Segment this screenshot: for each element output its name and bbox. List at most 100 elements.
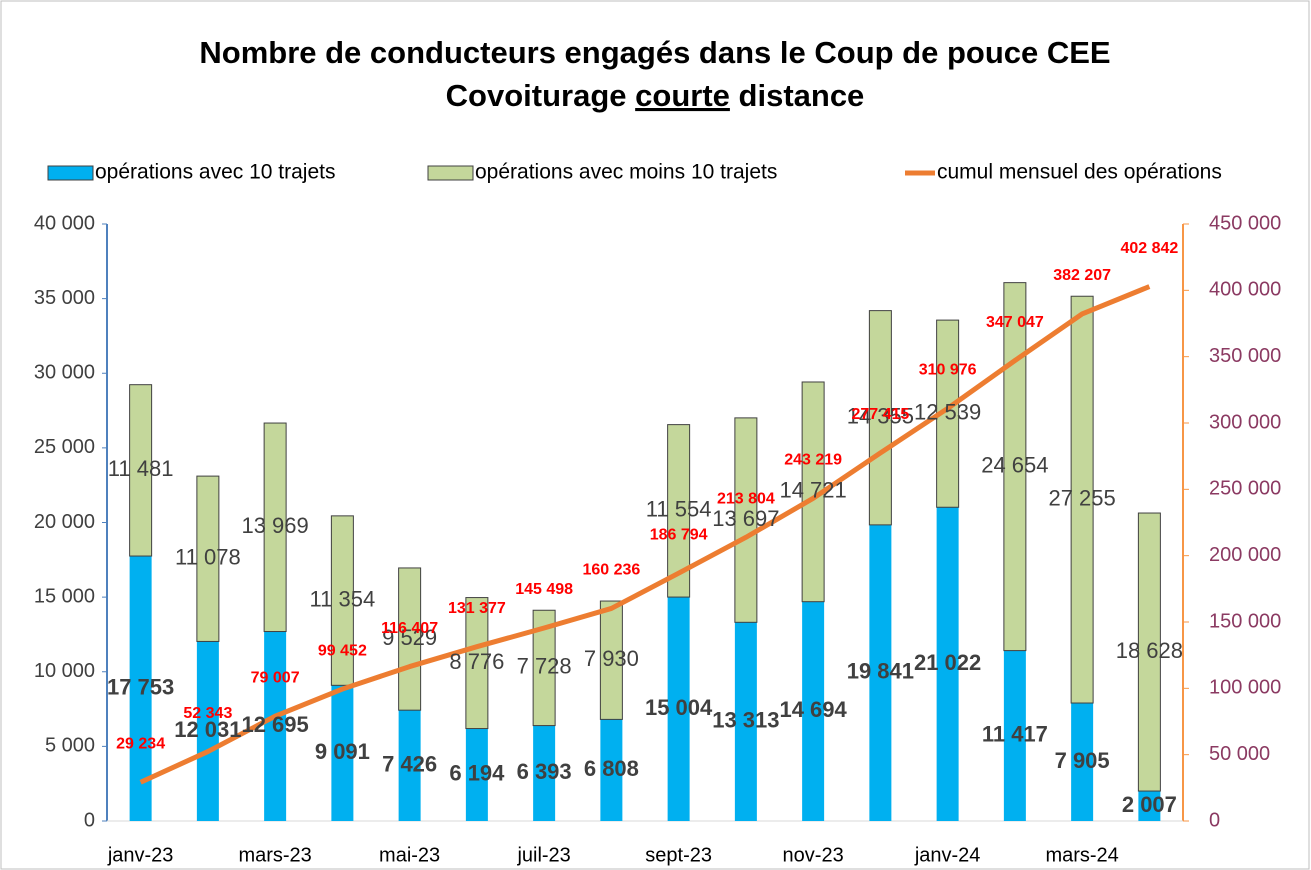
line-label: 310 976 (919, 362, 977, 379)
bar-label: 27 255 (1048, 485, 1115, 510)
legend-label: opérations avec moins 10 trajets (475, 161, 777, 184)
chart-title: Nombre de conducteurs engagés dans le Co… (199, 35, 1110, 70)
bar-label: 11 481 (108, 456, 174, 481)
x-tick-label: nov-23 (783, 844, 844, 866)
x-tick-label: juil-23 (516, 844, 570, 866)
legend-swatch (427, 165, 474, 181)
bar (196, 641, 219, 821)
bar (1003, 282, 1027, 652)
y2-tick-label: 50 000 (1209, 743, 1270, 765)
bar-label: 7 728 (517, 654, 572, 679)
bar-label: 14 355 (847, 404, 914, 429)
bar-label: 12 695 (241, 712, 308, 737)
line-label: 186 794 (650, 526, 708, 543)
x-tick-label: mars-24 (1045, 844, 1118, 866)
bar (734, 417, 758, 623)
line-label: 347 047 (986, 314, 1044, 331)
bar-label: 13 313 (712, 707, 779, 732)
title-part: Covoiturage (446, 78, 627, 113)
legend-label: opérations avec 10 trajets (95, 161, 335, 184)
bar-label: 13 697 (712, 506, 779, 531)
bar (1071, 703, 1094, 821)
bar-label: 12 031 (174, 717, 241, 742)
title-part: distance (739, 78, 865, 113)
bar (532, 609, 556, 727)
y-tick-label: 15 000 (34, 585, 95, 607)
bar-label: 17 753 (107, 674, 174, 699)
y2-tick-label: 350 000 (1209, 345, 1281, 367)
bar-label: 19 841 (847, 659, 914, 684)
line (139, 284, 1151, 785)
y-tick-label: 25 000 (34, 436, 95, 458)
x-tick-label: janv-23 (107, 844, 174, 866)
y-tick-label: 10 000 (34, 660, 95, 682)
bar (263, 422, 287, 633)
y-tick-label: 30 000 (34, 362, 95, 384)
line-label: 29 234 (116, 735, 165, 752)
y2-tick-label: 250 000 (1209, 478, 1281, 500)
x-tick-label: janv-24 (914, 844, 981, 866)
bar (869, 524, 892, 821)
bar-label: 14 721 (779, 478, 846, 503)
bar-label: 21 022 (914, 650, 981, 675)
bar-label: 6 194 (449, 761, 505, 786)
bar (196, 475, 220, 642)
y2-tick-label: 0 (1209, 809, 1220, 831)
bar (1003, 650, 1026, 821)
x-tick-label: sept-23 (645, 844, 712, 866)
line-label: 79 007 (251, 669, 300, 686)
line-label: 160 236 (582, 562, 640, 579)
line-label: 243 219 (784, 452, 842, 469)
line-label: 402 842 (1120, 240, 1178, 257)
bar-label: 11 554 (646, 497, 712, 522)
bar (734, 622, 757, 821)
y-tick-label: 5 000 (45, 735, 95, 757)
bar-label: 9 529 (382, 625, 437, 650)
bar (129, 384, 153, 557)
line-label: 52 343 (183, 705, 232, 722)
y-tick-label: 0 (84, 809, 95, 831)
line-label: 145 498 (515, 581, 573, 598)
bar (331, 685, 354, 821)
bar-label: 15 004 (645, 695, 713, 720)
legend-swatch (47, 165, 94, 181)
y2-tick-label: 300 000 (1209, 411, 1281, 433)
line-label: 382 207 (1053, 267, 1111, 284)
bar (600, 719, 623, 821)
bar-label: 8 776 (449, 649, 504, 674)
bar (936, 507, 959, 821)
y-tick-label: 40 000 (34, 212, 95, 234)
bar-label: 2 007 (1122, 792, 1177, 817)
bar (330, 515, 354, 686)
bar-label: 13 969 (241, 513, 308, 538)
bar-label: 7 426 (382, 751, 437, 776)
x-tick-label: mai-23 (379, 844, 440, 866)
bar (599, 600, 623, 720)
bar-label: 11 078 (175, 545, 241, 570)
bar-label: 18 628 (1116, 638, 1183, 663)
bar-label: 7 905 (1055, 748, 1110, 773)
bar (1138, 791, 1161, 821)
bar (398, 567, 422, 711)
y-tick-label: 35 000 (34, 287, 95, 309)
bar (667, 597, 690, 821)
bar (1070, 295, 1094, 704)
bar-label: 6 393 (517, 759, 572, 784)
y2-tick-label: 400 000 (1209, 279, 1281, 301)
bar (533, 725, 556, 821)
bar (465, 597, 489, 730)
line-label: 213 804 (717, 491, 775, 508)
title-part: courte (635, 78, 730, 113)
y2-tick-label: 200 000 (1209, 544, 1281, 566)
bar (868, 310, 892, 526)
bar-label: 24 654 (981, 452, 1048, 477)
bar-label: 6 808 (584, 756, 639, 781)
bar (1137, 512, 1161, 792)
bar (802, 601, 825, 821)
bar-label: 7 930 (584, 646, 639, 671)
bar (398, 710, 421, 821)
bar-label: 14 694 (779, 697, 847, 722)
bar (667, 424, 691, 598)
bar (264, 631, 287, 821)
legend-label: cumul mensuel des opérations (937, 161, 1222, 184)
